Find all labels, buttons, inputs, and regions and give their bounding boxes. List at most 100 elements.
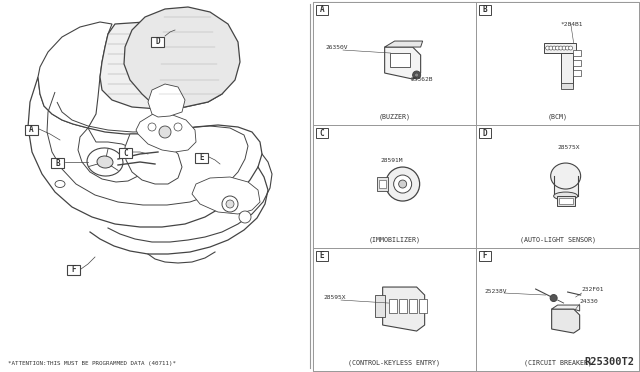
Polygon shape [38, 22, 112, 128]
Circle shape [546, 46, 550, 50]
Text: *ATTENTION:THIS MUST BE PROGRAMMED DATA (40711)*: *ATTENTION:THIS MUST BE PROGRAMMED DATA … [8, 361, 176, 366]
Bar [374, 295, 385, 317]
Circle shape [415, 73, 419, 77]
Text: 232F01: 232F01 [582, 287, 604, 292]
Text: E: E [199, 154, 204, 163]
Text: 28595X: 28595X [323, 295, 346, 300]
Polygon shape [385, 41, 422, 47]
Circle shape [394, 175, 412, 193]
Text: E: E [320, 251, 324, 260]
Circle shape [550, 295, 557, 302]
Circle shape [386, 167, 420, 201]
Bar [476, 125, 639, 248]
Bar [195, 153, 208, 163]
Text: *284B1: *284B1 [561, 22, 583, 27]
Text: 26350V: 26350V [325, 45, 348, 50]
Text: B: B [483, 6, 487, 15]
Text: (BCM): (BCM) [547, 113, 568, 120]
Polygon shape [385, 47, 420, 79]
Bar [476, 248, 639, 371]
Text: D: D [483, 128, 487, 138]
Bar [573, 70, 580, 76]
Bar [313, 2, 476, 125]
Text: 25238V: 25238V [484, 289, 506, 294]
Bar [388, 299, 397, 313]
Bar [419, 299, 427, 313]
Text: (CONTROL-KEYLESS ENTRY): (CONTROL-KEYLESS ENTRY) [349, 359, 440, 366]
Bar [377, 177, 388, 191]
Circle shape [562, 46, 566, 50]
Ellipse shape [97, 156, 113, 168]
Text: R25300T2: R25300T2 [584, 357, 634, 367]
Bar [479, 5, 491, 15]
Text: F: F [483, 251, 487, 260]
Bar [25, 125, 38, 135]
Polygon shape [124, 7, 240, 109]
Polygon shape [78, 128, 143, 182]
Circle shape [174, 123, 182, 131]
Bar [151, 37, 164, 47]
Polygon shape [383, 287, 425, 331]
Bar [316, 128, 328, 138]
Bar [399, 299, 406, 313]
Circle shape [239, 211, 251, 223]
Bar [316, 251, 328, 261]
Circle shape [159, 126, 171, 138]
Bar [557, 196, 575, 206]
Text: (AUTO-LIGHT SENSOR): (AUTO-LIGHT SENSOR) [520, 237, 595, 243]
Bar [119, 148, 132, 158]
Text: B: B [55, 158, 60, 167]
Bar [313, 2, 639, 371]
Circle shape [565, 46, 570, 50]
Polygon shape [125, 134, 182, 184]
Bar [313, 248, 476, 371]
Text: C: C [123, 148, 128, 157]
Circle shape [222, 196, 238, 212]
Circle shape [226, 200, 234, 208]
Circle shape [413, 71, 420, 79]
Text: D: D [155, 38, 160, 46]
Circle shape [148, 123, 156, 131]
Circle shape [399, 180, 406, 188]
Polygon shape [192, 177, 260, 214]
Text: F: F [71, 266, 76, 275]
Text: C: C [320, 128, 324, 138]
Bar [561, 46, 573, 86]
Bar [573, 60, 580, 66]
Text: (CIRCUIT BREAKER): (CIRCUIT BREAKER) [524, 359, 591, 366]
Ellipse shape [55, 180, 65, 187]
Polygon shape [552, 305, 580, 311]
Ellipse shape [550, 163, 580, 189]
Circle shape [556, 46, 559, 50]
Bar [543, 43, 575, 53]
Bar [51, 158, 64, 168]
Ellipse shape [87, 148, 123, 176]
Text: 24330: 24330 [580, 299, 598, 304]
Text: 28575X: 28575X [557, 145, 580, 150]
Bar [409, 299, 417, 313]
Bar [390, 53, 410, 67]
Polygon shape [28, 77, 262, 227]
Text: E5362B: E5362B [411, 77, 433, 82]
Text: (BUZZER): (BUZZER) [378, 113, 410, 120]
Bar [379, 180, 386, 188]
Bar [316, 5, 328, 15]
Bar [561, 83, 573, 89]
Circle shape [552, 46, 556, 50]
Bar [67, 265, 80, 275]
Polygon shape [552, 309, 580, 333]
Bar [573, 50, 580, 56]
Text: (IMMOBILIZER): (IMMOBILIZER) [369, 237, 420, 243]
Circle shape [569, 46, 573, 50]
Ellipse shape [554, 192, 578, 200]
Bar [554, 176, 578, 196]
Bar [476, 2, 639, 125]
Bar [479, 128, 491, 138]
Bar [479, 251, 491, 261]
Text: A: A [29, 125, 34, 135]
Circle shape [549, 46, 553, 50]
Polygon shape [148, 84, 185, 117]
Bar [313, 125, 476, 248]
Circle shape [559, 46, 563, 50]
Bar [559, 198, 573, 204]
